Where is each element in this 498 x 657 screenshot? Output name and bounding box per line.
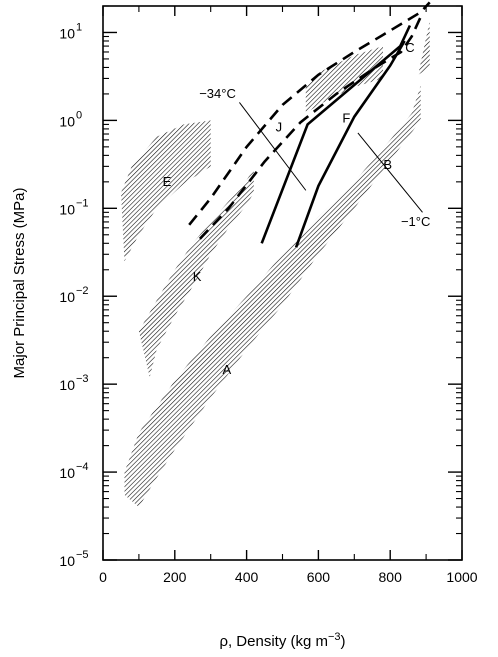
y-tick-label-exponent: −5: [76, 549, 89, 561]
region-labels: A K E C J F B: [163, 40, 415, 377]
x-axis-label-close: ): [341, 633, 346, 650]
temperature-line-2: [357, 132, 423, 213]
y-tick-label: 10: [59, 25, 75, 41]
annotation-label-f: F: [342, 110, 350, 125]
temperature-label-2: −1°C: [401, 214, 430, 229]
dashed-line-1: [188, 1, 431, 226]
y-tick-label-base: 10: [59, 113, 75, 129]
region-label-e: E: [163, 174, 172, 189]
y-tick-label: 10: [59, 289, 75, 305]
temperature-line-1: [239, 102, 307, 191]
y-tick-label-base: 10: [59, 465, 75, 481]
y-tick-label-exponent: 0: [76, 109, 82, 121]
annotation-label-j: J: [276, 119, 283, 134]
y-tick-label-exponent: −2: [76, 285, 89, 297]
solid-line-2: [294, 40, 406, 248]
x-axis-label-main: ρ, Density (kg m: [219, 633, 328, 650]
solid-line-1: [260, 24, 412, 244]
x-tick-label: 0: [99, 569, 107, 585]
region-unlabeled-3: [305, 46, 383, 114]
y-tick-label: 10: [59, 113, 75, 129]
y-tick-label: 10: [59, 377, 75, 393]
y-tick-label-exponent: 1: [76, 21, 82, 33]
y-tick-label-exponent: −3: [76, 373, 89, 385]
y-tick-label-exponent: −1: [76, 197, 89, 209]
region-k: [138, 169, 254, 378]
y-tick-label-base: 10: [59, 201, 75, 217]
annotation-label-c: C: [405, 40, 414, 55]
y-tick-label: 10: [59, 201, 75, 217]
y-tick-label: 10: [59, 465, 75, 481]
region-unlabeled-4: [418, 21, 430, 75]
trend-lines: [188, 1, 431, 248]
x-tick-label: 1000: [446, 569, 477, 585]
temperature-lines: −34°C −1°C: [199, 86, 430, 229]
region-a: [124, 85, 421, 508]
y-tick-label: 10: [59, 553, 75, 569]
dashed-line-2: [198, 13, 423, 240]
hatched-regions: [121, 21, 430, 508]
region-label-a: A: [223, 362, 232, 377]
x-axis-label-exponent: −3: [328, 631, 341, 643]
region-label-k: K: [193, 269, 202, 284]
temperature-label-1: −34°C: [199, 86, 236, 101]
y-tick-label-base: 10: [59, 25, 75, 41]
y-axis-label: Major Principal Stress (MPa): [11, 188, 28, 379]
y-tick-label-base: 10: [59, 377, 75, 393]
x-axis-label: ρ, Density (kg m−3): [219, 631, 345, 650]
region-e: [121, 120, 211, 262]
y-tick-label-base: 10: [59, 553, 75, 569]
axis-ticks: [102, 5, 463, 561]
y-tick-label-exponent: −4: [76, 461, 89, 473]
x-tick-label: 200: [163, 569, 187, 585]
y-tick-label-base: 10: [59, 289, 75, 305]
x-tick-label: 800: [379, 569, 403, 585]
x-tick-label: 400: [235, 569, 259, 585]
annotation-label-b: B: [383, 157, 392, 172]
x-tick-label: 600: [307, 569, 331, 585]
